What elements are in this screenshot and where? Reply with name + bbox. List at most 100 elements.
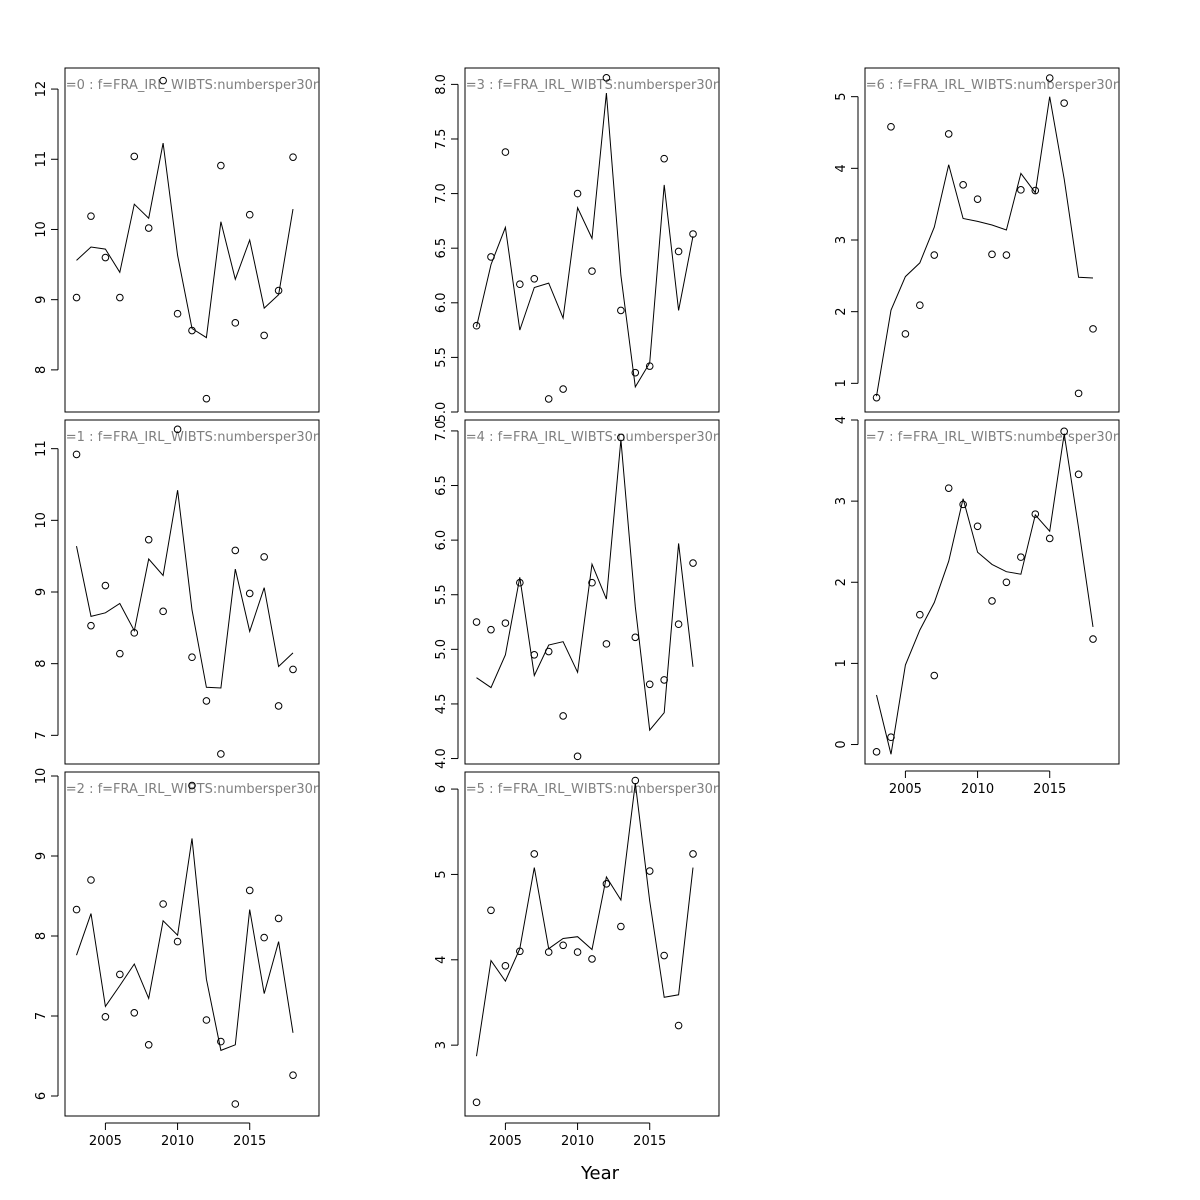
y-tick-label: 8	[34, 660, 49, 668]
y-tick-label: 8	[34, 366, 49, 374]
data-point	[645, 680, 654, 689]
data-point	[1060, 99, 1068, 107]
data-point	[544, 395, 553, 403]
data-point	[501, 148, 510, 156]
data-point	[1074, 470, 1083, 479]
data-point	[617, 306, 625, 315]
data-point	[602, 880, 611, 888]
x-tick-label: 2005	[489, 1134, 522, 1149]
data-point	[573, 189, 582, 198]
data-point	[887, 733, 895, 742]
panel-grid: =0 : f=FRA_IRL_WIBTS:numbersper30r891011…	[34, 67, 1120, 1149]
data-point	[559, 941, 567, 950]
data-point	[289, 665, 297, 674]
data-point	[173, 425, 182, 434]
data-point	[530, 850, 539, 858]
observed-points	[872, 427, 1097, 756]
data-point	[116, 293, 124, 302]
data-point	[245, 886, 254, 895]
data-point	[973, 522, 982, 531]
y-tick-label: 4	[834, 416, 849, 424]
panel-6: =6 : f=FRA_IRL_WIBTS:numbersper30r 1 2 3 4 5	[834, 67, 1120, 413]
y-axis: 1 2 3 4 5	[834, 93, 859, 387]
y-tick-label: 11	[34, 440, 49, 457]
data-point	[472, 618, 481, 626]
y-tick-label: 6	[34, 1092, 49, 1100]
y-tick-label: 4.0	[434, 748, 449, 769]
data-point	[72, 293, 81, 302]
y-tick-label: 8.0	[434, 74, 449, 95]
y-tick-label: 11	[34, 151, 49, 168]
fitted-line	[76, 490, 294, 689]
data-point	[144, 1041, 153, 1049]
data-point	[1060, 427, 1068, 436]
data-point	[231, 1100, 240, 1108]
data-point	[872, 748, 881, 756]
data-point	[1002, 251, 1011, 259]
fitted-line	[76, 838, 294, 1052]
data-point	[144, 535, 153, 544]
panel-title: =5 : f=FRA_IRL_WIBTS:numbersper30r	[466, 782, 719, 797]
data-point	[217, 1037, 225, 1046]
data-point	[101, 253, 110, 262]
y-tick-label: 8	[34, 932, 49, 940]
y-tick-label: 7	[34, 1012, 49, 1020]
y-axis: 8 9 10 11 12	[34, 81, 59, 374]
data-point	[289, 153, 297, 161]
y-tick-label: 1	[834, 659, 849, 667]
data-point	[501, 619, 510, 627]
data-point	[144, 224, 153, 232]
x-tick-label: 2010	[561, 1134, 594, 1149]
x-axis: 2005 2010 2015	[489, 1122, 666, 1149]
y-tick-label: 6	[434, 785, 449, 793]
data-point	[944, 484, 953, 492]
observed-points	[72, 425, 297, 758]
data-point	[487, 253, 495, 261]
data-point	[573, 752, 582, 761]
data-point	[173, 937, 182, 946]
data-point	[1045, 74, 1054, 82]
y-tick-label: 6.0	[434, 292, 449, 313]
y-tick-label: 4	[434, 956, 449, 964]
data-point	[1002, 578, 1011, 587]
data-point	[72, 450, 81, 459]
observed-points	[472, 776, 697, 1107]
data-point	[202, 1016, 211, 1024]
y-tick-label: 5.5	[434, 347, 449, 368]
data-point	[916, 301, 924, 310]
data-point	[217, 161, 225, 170]
data-point	[602, 74, 611, 82]
data-point	[887, 122, 895, 131]
x-tick-label: 2010	[161, 1134, 194, 1149]
x-tick-label: 2005	[889, 782, 922, 797]
data-point	[472, 321, 481, 330]
fitted-line	[876, 96, 1094, 397]
fitted-line	[876, 433, 1094, 755]
data-point	[87, 876, 95, 884]
data-point	[973, 195, 982, 203]
data-point	[87, 212, 95, 220]
x-tick-label: 2010	[961, 782, 994, 797]
data-point	[130, 152, 139, 161]
fitted-line	[476, 93, 694, 389]
panel-7: =7 : f=FRA_IRL_WIBTS:numbersper30r 0 1 2 3 4 2…	[834, 416, 1120, 797]
panel-2: =2 : f=FRA_IRL_WIBTS:numbersper30r 6 7 8 9 10…	[34, 768, 320, 1149]
observed-points	[472, 433, 697, 761]
data-point	[559, 712, 567, 720]
y-tick-label: 9	[34, 296, 49, 304]
panel-0: =0 : f=FRA_IRL_WIBTS:numbersper30r 8 9 10 11…	[34, 67, 320, 413]
data-point	[1031, 510, 1040, 518]
data-point	[516, 578, 524, 587]
plot-frame	[64, 419, 320, 765]
data-point	[689, 850, 697, 858]
x-tick-label: 2015	[233, 1134, 266, 1149]
y-tick-label: 10	[34, 512, 49, 529]
data-point	[631, 633, 640, 642]
y-tick-label: 6.0	[434, 530, 449, 551]
panel-title: =1 : f=FRA_IRL_WIBTS:numbersper30r	[66, 430, 319, 445]
data-point	[916, 610, 924, 619]
data-point	[1089, 635, 1097, 643]
data-point	[188, 326, 196, 335]
plot-frame	[464, 67, 720, 413]
data-point	[260, 331, 268, 340]
